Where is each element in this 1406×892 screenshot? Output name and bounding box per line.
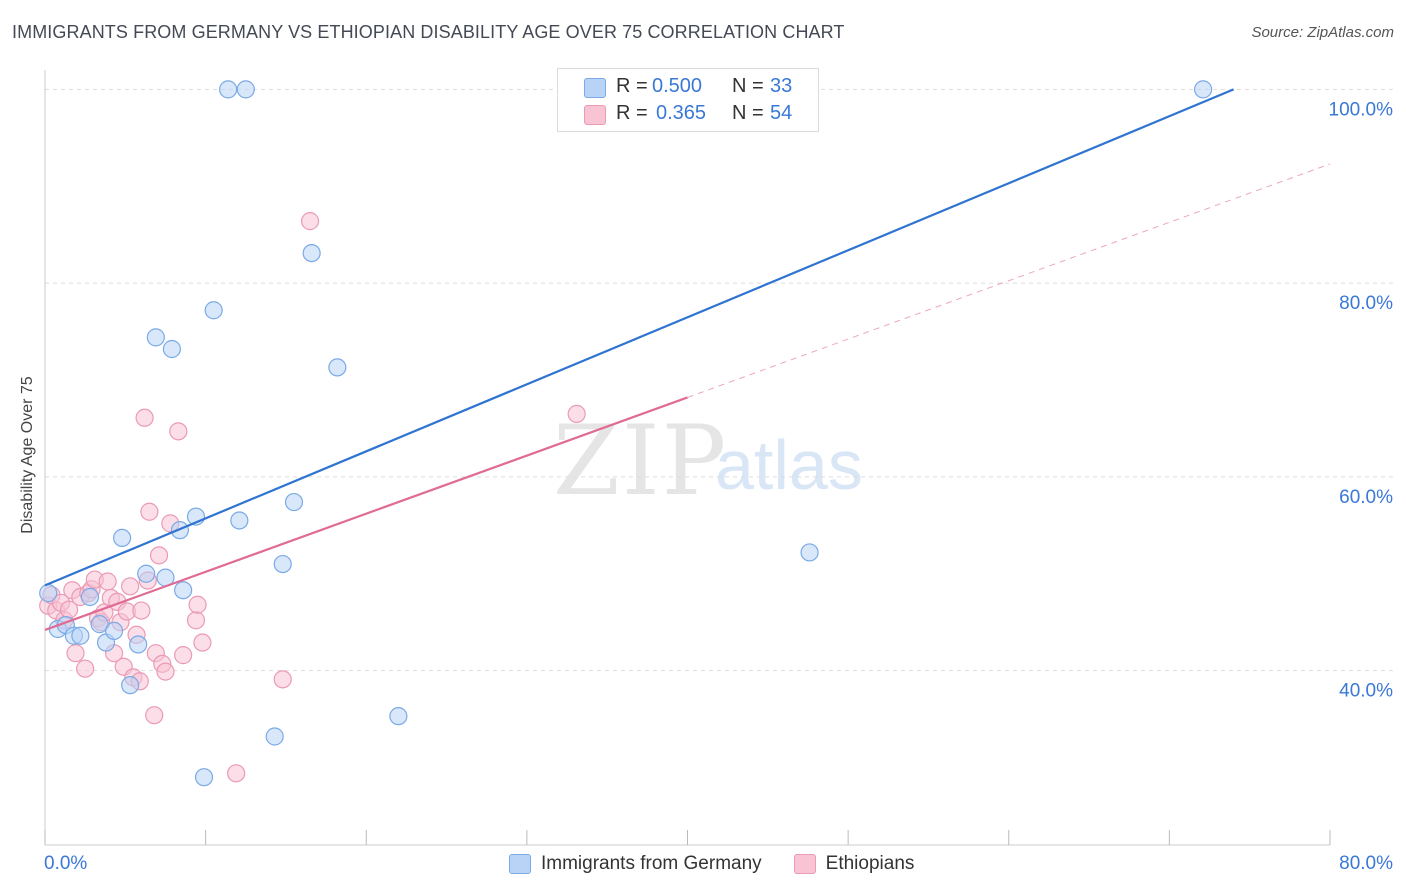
legend-r-label: R = <box>616 75 654 97</box>
legend-label-germany: Immigrants from Germany <box>541 853 762 874</box>
data-point-germany <box>328 358 347 377</box>
data-point-ethiopians <box>140 502 159 521</box>
legend-item-germany[interactable]: Immigrants from Germany <box>509 853 762 875</box>
legend-n-value: 54 <box>770 102 793 124</box>
data-point-germany <box>204 301 223 320</box>
data-point-germany <box>219 80 238 99</box>
x-tick-label: 0.0% <box>44 853 87 874</box>
data-point-germany <box>174 581 193 600</box>
source-credit: Source: ZipAtlas.com <box>1251 24 1394 41</box>
data-point-germany <box>194 768 214 787</box>
data-point-ethiopians <box>174 646 193 665</box>
data-point-ethiopians <box>567 404 586 424</box>
trend-line-ethiopians <box>44 396 688 631</box>
legend-label-ethiopians: Ethiopians <box>825 853 915 874</box>
data-point-ethiopians <box>145 706 164 725</box>
data-point-germany <box>146 328 165 347</box>
legend-swatch-pink <box>793 854 816 874</box>
legend-item-ethiopians[interactable]: Ethiopians <box>793 853 915 875</box>
watermark-atlas: atlas <box>715 426 863 504</box>
data-point-germany <box>121 676 140 695</box>
legend-swatch-blue <box>509 854 531 874</box>
legend-r-value: 0.500 <box>652 75 703 97</box>
data-point-germany <box>230 511 249 530</box>
data-point-germany <box>129 635 148 654</box>
data-point-ethiopians <box>193 633 212 652</box>
y-tick-label: 100.0% <box>1329 99 1394 120</box>
data-point-germany <box>80 587 100 607</box>
series-legend: Immigrants from Germany Ethiopians <box>509 852 946 876</box>
legend-n-label: N = <box>732 102 770 124</box>
data-point-ethiopians <box>156 662 175 681</box>
legend-r-value: 0.365 <box>656 102 707 124</box>
data-point-ethiopians <box>121 577 140 596</box>
legend-n-label: N = <box>732 75 770 97</box>
data-point-germany <box>389 707 408 726</box>
data-point-ethiopians <box>186 611 206 630</box>
correlation-legend: R = 0.500 N = 33 R = 0.365 N = 54 <box>557 68 819 132</box>
data-point-germany <box>273 554 292 574</box>
data-point-germany <box>162 339 181 359</box>
trend-line-germany <box>44 88 1235 587</box>
y-tick-label: 40.0% <box>1339 681 1393 702</box>
data-point-ethiopians <box>273 670 292 689</box>
legend-r-label: R = <box>616 102 654 124</box>
trend-line-extension-ethiopians <box>687 163 1331 398</box>
legend-row-germany: R = 0.500 N = 33 <box>584 75 804 99</box>
y-tick-label: 80.0% <box>1339 293 1393 314</box>
data-point-germany <box>104 621 124 641</box>
data-point-ethiopians <box>66 644 85 663</box>
data-point-ethiopians <box>76 659 95 678</box>
legend-row-ethiopians: R = 0.365 N = 54 <box>584 102 804 126</box>
chart-title: IMMIGRANTS FROM GERMANY VS ETHIOPIAN DIS… <box>12 22 845 42</box>
data-point-ethiopians <box>188 595 207 614</box>
y-tick-label: 60.0% <box>1339 487 1393 508</box>
watermark-zip: ZIP <box>553 405 729 517</box>
data-point-ethiopians <box>132 601 151 620</box>
legend-swatch-blue <box>584 78 606 98</box>
data-point-ethiopians <box>227 764 246 783</box>
data-point-germany <box>112 528 132 548</box>
data-point-ethiopians <box>169 422 188 441</box>
data-point-germany <box>71 626 90 645</box>
data-point-germany <box>800 543 819 562</box>
data-point-germany <box>236 80 255 99</box>
data-point-germany <box>302 243 321 263</box>
data-point-ethiopians <box>149 546 169 565</box>
data-point-germany <box>39 584 58 603</box>
data-point-germany <box>265 727 284 746</box>
data-point-ethiopians <box>300 212 320 231</box>
legend-swatch-pink <box>584 105 606 125</box>
x-tick-label: 80.0% <box>1339 853 1393 874</box>
data-point-germany <box>284 492 304 512</box>
data-point-ethiopians <box>98 572 117 591</box>
legend-n-value: 33 <box>770 75 793 97</box>
data-point-germany <box>1194 80 1213 99</box>
data-point-ethiopians <box>135 408 154 427</box>
data-point-germany <box>137 564 156 583</box>
